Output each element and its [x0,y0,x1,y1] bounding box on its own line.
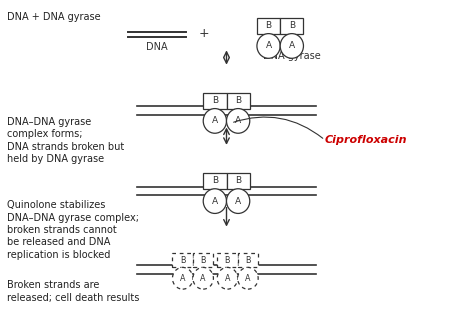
Text: B: B [200,256,206,265]
Bar [193,253,213,268]
Bar [203,93,226,109]
Ellipse shape [173,268,193,289]
Ellipse shape [280,34,304,58]
Ellipse shape [193,268,213,289]
Text: DNA gyrase: DNA gyrase [263,51,321,61]
Text: B: B [180,256,185,265]
Text: A: A [200,274,206,283]
Text: B: B [235,176,241,185]
Ellipse shape [257,34,280,58]
Text: +: + [199,27,209,40]
Bar [257,18,280,34]
Text: B: B [212,96,218,105]
Ellipse shape [203,109,226,133]
Text: Broken strands are
released; cell death results: Broken strands are released; cell death … [7,280,140,303]
Text: A: A [235,197,241,206]
Ellipse shape [226,109,250,133]
Text: A: A [245,274,251,283]
FancyArrowPatch shape [234,117,323,138]
Bar [226,173,250,189]
Text: DNA–DNA gyrase
complex forms;
DNA strands broken but
held by DNA gyrase: DNA–DNA gyrase complex forms; DNA strand… [7,117,125,164]
Text: A: A [180,274,185,283]
Bar [238,253,258,268]
Text: B: B [245,256,251,265]
Text: B: B [289,21,295,30]
Text: B: B [235,96,241,105]
Text: B: B [212,176,218,185]
Text: A: A [235,116,241,125]
Ellipse shape [238,268,258,289]
Bar [203,173,226,189]
Text: DNA: DNA [146,42,168,52]
Bar [226,93,250,109]
Text: A: A [225,274,230,283]
Text: DNA + DNA gyrase: DNA + DNA gyrase [7,12,101,22]
Ellipse shape [203,189,226,214]
Text: A: A [289,41,295,51]
Text: A: A [212,116,218,125]
Text: A: A [265,41,272,51]
Text: Quinolone stabilizes
DNA–DNA gyrase complex;
broken strands cannot
be released a: Quinolone stabilizes DNA–DNA gyrase comp… [7,200,139,260]
Bar [280,18,304,34]
Text: Ciprofloxacin: Ciprofloxacin [325,135,407,145]
Ellipse shape [226,189,250,214]
Ellipse shape [217,268,238,289]
Bar [173,253,193,268]
Text: B: B [265,21,272,30]
Text: A: A [212,197,218,206]
Text: B: B [225,256,230,265]
Bar [217,253,238,268]
